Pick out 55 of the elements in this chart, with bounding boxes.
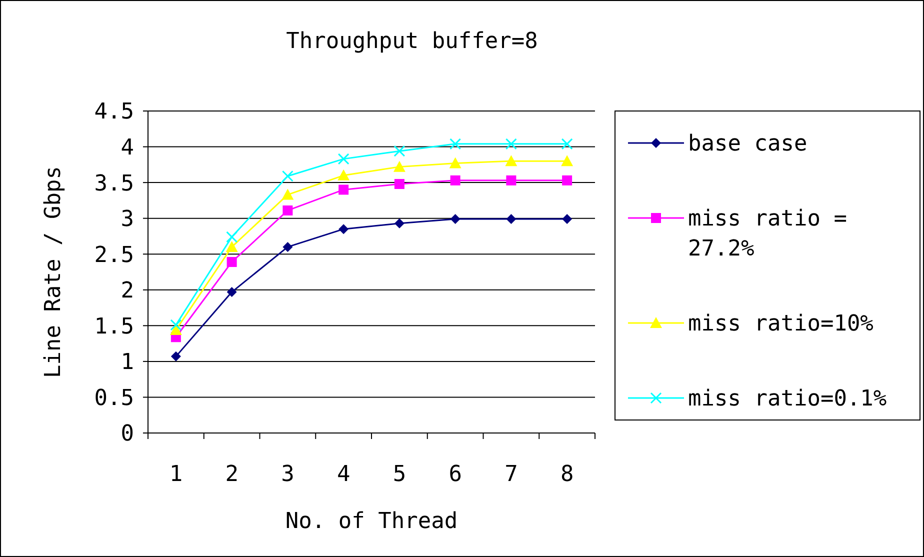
point — [506, 214, 516, 224]
y-tick-label: 2 — [120, 278, 134, 304]
point — [282, 170, 294, 182]
point — [506, 175, 516, 186]
x-tick-label: 5 — [392, 462, 406, 487]
point — [338, 169, 350, 180]
point — [394, 178, 404, 189]
point — [449, 157, 462, 168]
point — [562, 214, 572, 224]
point — [450, 175, 460, 186]
y-tick-label: 2.5 — [94, 242, 134, 268]
point — [170, 319, 182, 331]
y-tick-label: 3.5 — [94, 171, 134, 196]
point — [338, 184, 349, 195]
point — [505, 155, 518, 166]
point — [226, 231, 238, 243]
legend-label: miss ratio=0.1% — [688, 386, 887, 412]
point — [338, 153, 350, 165]
x-tick-label: 3 — [281, 462, 294, 487]
point — [226, 287, 237, 298]
legend-label: miss ratio = 27.2% — [688, 206, 847, 262]
point — [561, 155, 574, 166]
y-axis-title: Line Rate / Gbps — [41, 166, 66, 378]
point — [338, 224, 349, 234]
point — [170, 351, 181, 362]
chart-title: Throughput buffer=8 — [286, 29, 538, 54]
y-tick-label: 4.5 — [94, 100, 134, 125]
y-tick-label: 0 — [120, 422, 134, 447]
x-tick-label: 6 — [448, 462, 462, 487]
x-tick-label: 7 — [504, 462, 518, 487]
point — [394, 218, 404, 228]
point — [562, 175, 572, 186]
point — [393, 160, 406, 172]
y-tick-label: 4 — [120, 135, 134, 160]
point — [505, 138, 517, 150]
point — [450, 138, 462, 150]
legend-label: miss ratio=10% — [688, 312, 874, 337]
point — [282, 205, 293, 216]
x-axis-title: No. of Thread — [285, 509, 458, 534]
legend-label: base case — [688, 132, 808, 157]
point — [226, 240, 238, 252]
y-tick-label: 3 — [120, 207, 134, 232]
point — [282, 242, 293, 252]
x-tick-label: 1 — [169, 462, 183, 487]
point — [394, 145, 406, 157]
x-tick-label: 4 — [336, 462, 350, 487]
point — [282, 188, 294, 200]
y-tick-label: 1 — [120, 350, 134, 376]
y-tick-label: 0.5 — [94, 386, 134, 411]
point — [450, 214, 460, 224]
x-tick-label: 2 — [225, 462, 238, 487]
point — [561, 138, 573, 150]
point — [226, 256, 237, 267]
y-tick-label: 1.5 — [94, 314, 134, 340]
x-tick-label: 8 — [560, 462, 574, 487]
